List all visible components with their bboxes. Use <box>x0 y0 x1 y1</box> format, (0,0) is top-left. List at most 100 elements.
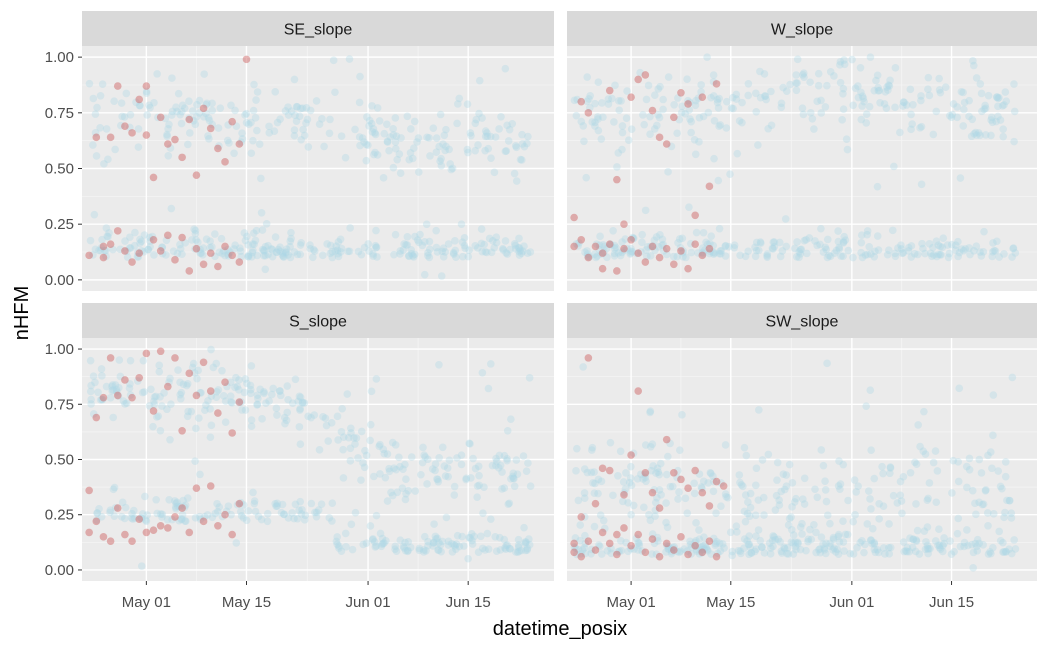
data-point-blue <box>785 514 794 523</box>
data-point-blue <box>879 544 888 552</box>
data-point-blue <box>1001 472 1010 481</box>
data-point-blue <box>247 416 256 424</box>
data-point-blue <box>754 496 763 504</box>
data-point-blue <box>810 125 818 133</box>
data-point-blue <box>667 545 676 553</box>
data-point-blue <box>117 99 126 107</box>
data-point-blue <box>777 487 786 496</box>
data-point-blue <box>646 252 655 260</box>
data-point-blue <box>224 245 232 254</box>
data-point-blue <box>704 546 712 555</box>
data-point-blue <box>926 249 935 258</box>
data-point-blue <box>968 540 976 549</box>
data-point-blue <box>840 56 848 64</box>
data-point-blue <box>999 125 1007 133</box>
data-point-blue <box>515 244 524 252</box>
data-point-red <box>228 251 236 260</box>
data-point-blue <box>171 503 180 511</box>
data-point-blue <box>687 543 696 552</box>
data-point-blue <box>869 524 877 533</box>
data-point-blue <box>858 102 866 110</box>
data-point-blue <box>607 544 615 553</box>
data-point-red <box>598 264 607 273</box>
data-point-blue <box>713 95 722 104</box>
data-point-blue <box>834 237 843 246</box>
data-point-blue <box>875 86 884 95</box>
data-point-blue <box>629 449 638 458</box>
data-point-blue <box>307 413 315 422</box>
data-point-blue <box>970 129 978 138</box>
data-point-blue <box>903 547 911 556</box>
data-point-blue <box>884 81 893 90</box>
data-point-blue <box>844 496 852 505</box>
data-point-blue <box>656 82 664 91</box>
data-point-blue <box>751 481 760 490</box>
data-point-blue <box>709 250 718 259</box>
data-point-blue <box>770 533 778 541</box>
data-point-blue <box>851 511 859 519</box>
data-point-blue <box>464 252 473 261</box>
data-point-blue <box>211 509 220 518</box>
data-point-blue <box>121 503 130 512</box>
data-point-blue <box>699 250 707 258</box>
data-point-blue <box>898 509 906 518</box>
data-point-blue <box>487 360 495 368</box>
data-point-blue <box>418 241 427 250</box>
data-point-blue <box>899 98 908 106</box>
data-point-blue <box>914 421 922 429</box>
data-point-blue <box>102 125 111 133</box>
data-point-blue <box>451 236 459 245</box>
data-point-blue <box>639 475 647 483</box>
data-point-blue <box>959 88 967 97</box>
data-point-blue <box>624 547 632 556</box>
data-point-blue <box>913 250 922 259</box>
data-point-blue <box>1011 545 1020 553</box>
data-point-blue <box>858 253 867 262</box>
data-point-blue <box>262 399 270 408</box>
data-point-blue <box>237 398 246 406</box>
data-point-blue <box>256 385 264 394</box>
data-point-red <box>655 504 664 512</box>
data-point-blue <box>826 519 834 528</box>
data-point-blue <box>250 497 259 505</box>
data-point-blue <box>495 125 503 133</box>
data-point-blue <box>468 540 477 548</box>
data-point-blue <box>1010 107 1019 116</box>
data-point-blue <box>334 252 343 261</box>
data-point-blue <box>408 154 417 163</box>
data-point-blue <box>189 107 197 115</box>
data-point-blue <box>231 383 239 392</box>
data-point-blue <box>616 447 625 456</box>
data-point-blue <box>191 229 200 238</box>
data-point-blue <box>430 520 438 528</box>
data-point-blue <box>885 520 893 528</box>
data-point-blue <box>265 397 273 405</box>
data-point-blue <box>700 533 708 541</box>
data-point-blue <box>822 497 831 506</box>
data-point-blue <box>337 547 346 556</box>
data-point-blue <box>146 237 154 246</box>
data-point-blue <box>244 252 252 261</box>
data-point-blue <box>108 387 116 395</box>
data-point-blue <box>654 85 663 93</box>
data-point-blue <box>919 447 928 455</box>
data-point-blue <box>822 539 830 548</box>
data-point-blue <box>173 498 181 507</box>
data-point-blue <box>976 131 984 140</box>
data-point-blue <box>870 474 879 483</box>
data-point-blue <box>934 241 943 249</box>
data-point-blue <box>392 132 401 140</box>
data-point-red <box>192 171 201 179</box>
x-tick-label: May 15 <box>706 594 755 611</box>
data-point-blue <box>150 400 159 409</box>
data-point-blue <box>466 440 474 448</box>
data-point-blue <box>709 487 718 496</box>
data-point-blue <box>87 400 95 408</box>
data-point-blue <box>442 125 450 134</box>
data-point-blue <box>774 535 783 544</box>
data-point-blue <box>721 241 730 250</box>
data-point-blue <box>715 539 724 548</box>
data-point-blue <box>732 95 741 103</box>
data-point-blue <box>369 252 377 260</box>
data-point-blue <box>383 138 392 146</box>
